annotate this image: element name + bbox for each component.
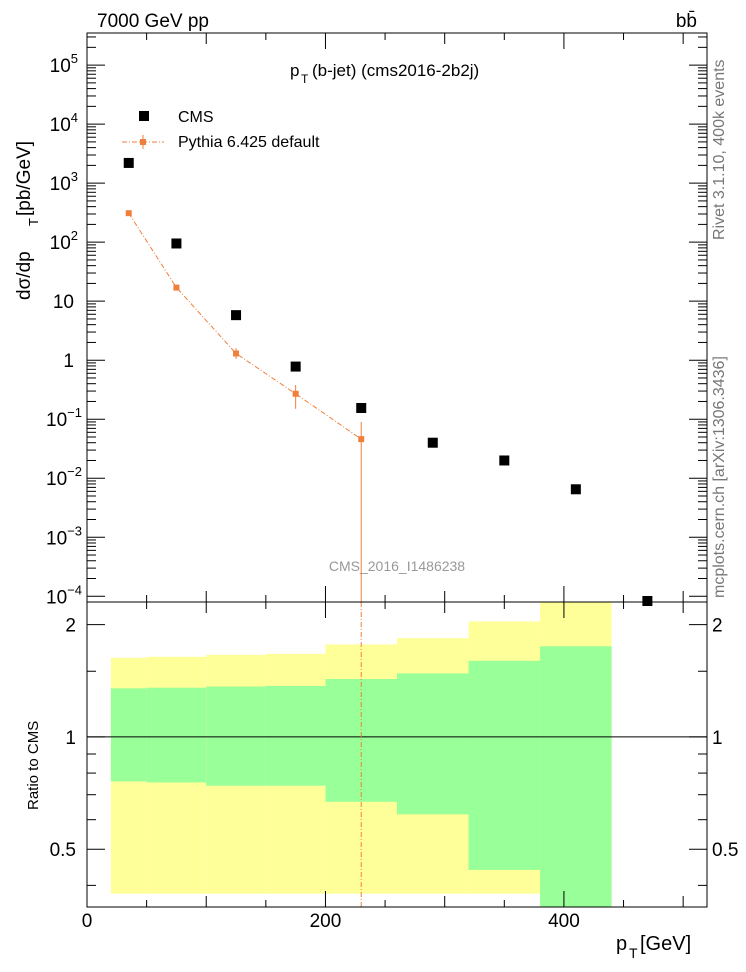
cms-point-6 (499, 455, 510, 466)
cms-point-4 (356, 402, 367, 413)
ratio-frame (86, 601, 708, 908)
ratio-band-inner-0 (110, 688, 147, 782)
ratio-band-inner-3 (265, 685, 326, 786)
ratio-y-tick-label-left-1: 1 (65, 728, 76, 749)
pythia-point-2 (233, 350, 240, 357)
ratio-band-inner-6 (468, 660, 541, 870)
main-y-tick-label-0: 105 (50, 51, 78, 77)
cms-point-8 (642, 596, 653, 606)
plot-title-sub: T (301, 72, 309, 86)
ratio-band-inner-1 (146, 687, 207, 783)
watermark: CMS_2016_I1486238 (329, 558, 465, 574)
mcplots-label: mcplots.cern.ch [arXiv:1306.3436] (711, 356, 728, 598)
series-cms (123, 157, 653, 606)
pythia-point-4 (358, 436, 365, 443)
ratio-y-tick-label-right-2: 2 (712, 616, 723, 637)
legend-label-pythia: Pythia 6.425 default (178, 134, 320, 151)
x-axis-label-unit: [GeV] (640, 933, 691, 955)
process-label: bb̄ (676, 11, 697, 32)
cms-point-5 (427, 437, 438, 448)
main-y-tick-label-3: 102 (50, 228, 78, 254)
plot-title-main: p (290, 61, 299, 80)
pythia-point-1 (173, 284, 180, 291)
series-pythia (125, 210, 365, 907)
x-tick-label-0: 0 (82, 911, 93, 932)
main-y-tick-label-2: 103 (50, 169, 78, 195)
ratio-y-tick-label-right-0: 0.5 (712, 840, 738, 861)
cms-point-3 (290, 361, 301, 372)
main-y-tick-label-8: 10−3 (46, 523, 82, 549)
ratio-y-axis-label: Ratio to CMS (25, 721, 42, 810)
cms-point-2 (231, 310, 242, 321)
main-y-axis-label: dσ/dp T [pb/GeV] (14, 141, 41, 300)
plot-title: p T (b-jet) (cms2016-2b2j) (290, 61, 479, 86)
main-y-tick-label-5: 1 (63, 351, 74, 372)
rivet-label: Rivet 3.1.10, 400k events (711, 59, 728, 240)
legend: CMS Pythia 6.425 default (122, 109, 320, 151)
cms-point-7 (570, 484, 581, 495)
cms-point-0 (123, 157, 134, 168)
x-axis-label-main: p (616, 933, 627, 955)
ratio-y-tick-label-left-0: 0.5 (50, 840, 76, 861)
ratio-y-tick-label-right-1: 1 (712, 728, 723, 749)
legend-label-cms: CMS (178, 109, 214, 126)
main-y-tick-label-4: 10 (53, 292, 74, 313)
main-y-tick-label-7: 10−2 (46, 464, 82, 490)
pythia-point-3 (292, 390, 299, 397)
pythia-line (128, 212, 362, 440)
ratio-band-inner-2 (206, 686, 266, 786)
main-y-tick-label-6: 10−1 (46, 405, 82, 431)
axes (86, 32, 708, 908)
cms-point-1 (171, 238, 182, 249)
ratio-band-inner-5 (397, 673, 469, 815)
x-tick-label-2: 400 (548, 911, 580, 932)
legend-marker-cms (139, 111, 149, 121)
legend-marker-pythia (140, 139, 146, 145)
x-tick-label-1: 200 (310, 911, 342, 932)
ratio-band-inner-7 (540, 646, 612, 907)
plot-title-rest: (b-jet) (cms2016-2b2j) (312, 61, 479, 80)
main-y-tick-label-9: 10−4 (46, 582, 82, 608)
ratio-y-tick-label-left-2: 2 (65, 616, 76, 637)
main-y-tick-label-1: 104 (50, 110, 78, 136)
main-y-axis-label-sub: T (26, 218, 41, 226)
pythia-point-0 (125, 210, 132, 217)
x-axis-label: p T [GeV] (616, 933, 691, 961)
x-axis-label-sub: T (629, 945, 638, 961)
main-y-axis-label-unit: [pb/GeV] (14, 141, 35, 216)
main-y-axis-label-main: dσ/dp (14, 251, 35, 300)
energy-label: 7000 GeV pp (97, 11, 209, 32)
ratio-bands (110, 602, 612, 907)
